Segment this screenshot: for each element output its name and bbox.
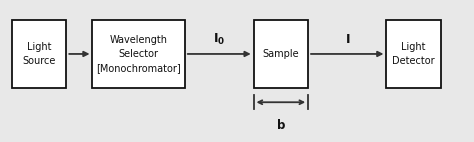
Bar [12, 20, 66, 88]
Text: $\mathbf{I}$: $\mathbf{I}$ [345, 33, 350, 46]
Text: $\mathbf{b}$: $\mathbf{b}$ [276, 118, 286, 132]
Text: Light
Source: Light Source [22, 42, 56, 66]
Text: Light
Detector: Light Detector [392, 42, 435, 66]
Text: Wavelength
Selector
[Monochromator]: Wavelength Selector [Monochromator] [96, 35, 181, 73]
Bar [92, 20, 185, 88]
Text: Sample: Sample [263, 49, 299, 59]
Text: $\mathbf{I_0}$: $\mathbf{I_0}$ [213, 32, 226, 47]
Bar [254, 20, 308, 88]
Bar [386, 20, 441, 88]
